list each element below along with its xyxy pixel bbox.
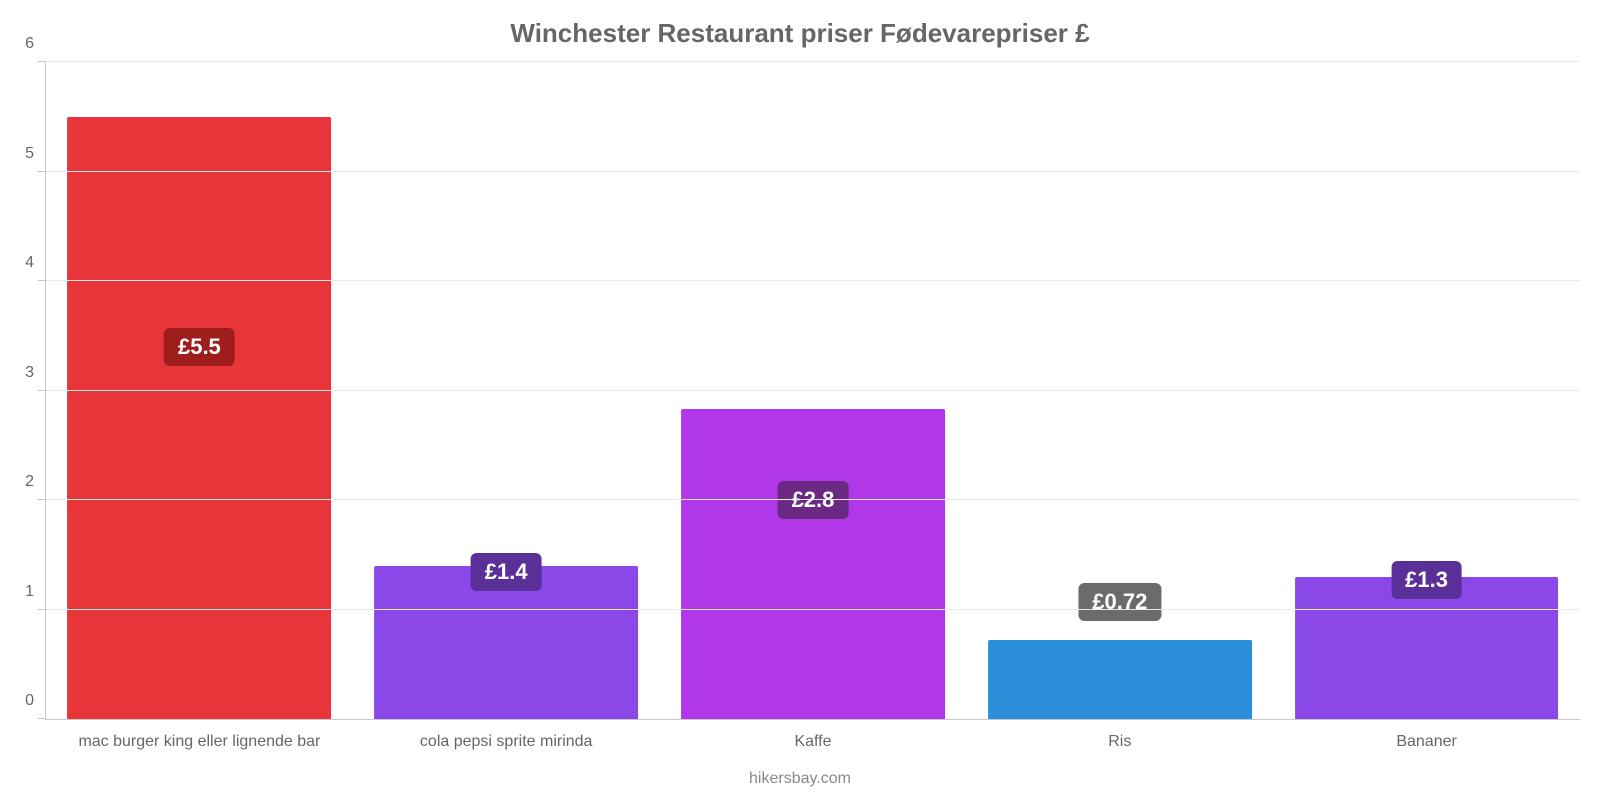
value-badge: £5.5 (164, 328, 235, 366)
y-tick (38, 171, 46, 172)
y-tick (38, 718, 46, 719)
value-badge: £0.72 (1078, 583, 1161, 621)
y-axis-label: 0 (25, 692, 34, 710)
y-tick (38, 280, 46, 281)
grid-line (46, 61, 1580, 62)
bar (988, 640, 1252, 719)
grid-line (46, 390, 1580, 391)
x-axis-label: Ris (966, 733, 1273, 751)
bar (67, 117, 331, 719)
y-axis-label: 2 (25, 473, 34, 491)
chart-subtitle: hikersbay.com (0, 770, 1600, 788)
plot-area: £5.5mac burger king eller lignende bar£1… (45, 62, 1580, 720)
y-tick (38, 61, 46, 62)
grid-line (46, 499, 1580, 500)
x-axis-label: cola pepsi sprite mirinda (353, 733, 660, 751)
grid-line (46, 171, 1580, 172)
y-axis-label: 5 (25, 145, 34, 163)
grid-line (46, 280, 1580, 281)
y-axis-label: 3 (25, 364, 34, 382)
y-tick (38, 390, 46, 391)
chart-title: Winchester Restaurant priser Fødevarepri… (0, 18, 1600, 49)
y-axis-label: 1 (25, 583, 34, 601)
value-badge: £1.4 (471, 553, 542, 591)
y-tick (38, 499, 46, 500)
bar (681, 409, 945, 719)
x-axis-label: Bananer (1273, 733, 1580, 751)
bar-slot: £0.72Ris (966, 62, 1273, 719)
bars-container: £5.5mac burger king eller lignende bar£1… (46, 62, 1580, 719)
value-badge: £2.8 (778, 481, 849, 519)
bar-slot: £1.4cola pepsi sprite mirinda (353, 62, 660, 719)
bar-slot: £1.3Bananer (1273, 62, 1580, 719)
grid-line (46, 609, 1580, 610)
bar-slot: £5.5mac burger king eller lignende bar (46, 62, 353, 719)
value-badge: £1.3 (1391, 561, 1462, 599)
x-axis-label: mac burger king eller lignende bar (46, 733, 353, 751)
price-bar-chart: Winchester Restaurant priser Fødevarepri… (0, 0, 1600, 800)
x-axis-label: Kaffe (660, 733, 967, 751)
bar-slot: £2.8Kaffe (660, 62, 967, 719)
y-axis-label: 4 (25, 254, 34, 272)
y-axis-label: 6 (25, 35, 34, 53)
y-tick (38, 609, 46, 610)
